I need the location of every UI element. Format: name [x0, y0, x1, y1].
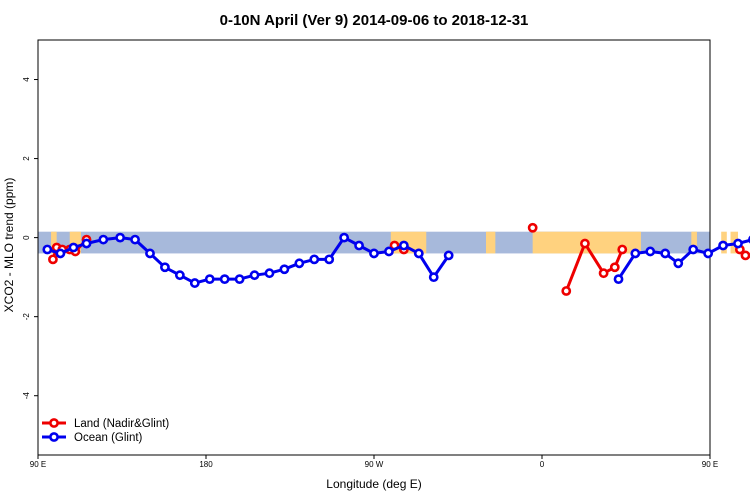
- ocean-series-point: [130, 234, 140, 245]
- y-tick-label: 0: [22, 235, 31, 240]
- y-tick-label: -4: [22, 392, 31, 400]
- ocean-series-point: [369, 248, 379, 259]
- ocean-series-point: [398, 240, 409, 251]
- ocean-series-point: [413, 248, 424, 259]
- legend-swatch-point: [49, 432, 59, 442]
- ocean-series-point: [294, 258, 305, 269]
- ocean-series-point: [428, 272, 439, 283]
- land-series-point: [561, 286, 572, 296]
- ocean-series-point: [703, 248, 714, 259]
- land-band-5: [691, 231, 697, 254]
- land-series-point: [617, 244, 628, 255]
- land-band-1: [69, 231, 81, 254]
- ocean-series-point: [234, 274, 245, 285]
- ocean-series-point: [249, 270, 260, 281]
- ocean-series-point: [645, 246, 656, 257]
- ocean-series-point: [733, 238, 743, 249]
- land-series-point: [598, 268, 609, 279]
- ocean-series-point: [68, 242, 79, 253]
- ocean-series-point: [324, 254, 335, 265]
- legend: Land (Nadir&Glint) Ocean (Glint): [42, 418, 169, 444]
- ocean-series-point: [189, 278, 200, 288]
- ocean-series-point: [81, 238, 92, 249]
- x-tick-label: 0: [540, 460, 545, 469]
- ocean-series-point: [264, 268, 275, 279]
- legend-entry-land: Land (Nadir&Glint): [74, 418, 169, 430]
- land-series-point: [609, 262, 620, 273]
- ocean-series-point: [718, 240, 728, 251]
- legend-entry-ocean: Ocean (Glint): [74, 432, 143, 444]
- ocean-series-point: [98, 234, 109, 245]
- ocean-series-point: [219, 274, 230, 285]
- x-tick-label: 90 W: [365, 460, 384, 469]
- ocean-series-point: [443, 250, 454, 261]
- ocean-series-point: [115, 232, 126, 243]
- ocean-series-point: [660, 248, 671, 259]
- land-series-point: [740, 250, 750, 261]
- ocean-series-point: [613, 274, 624, 285]
- ocean-series-point: [384, 246, 394, 257]
- x-tick-label: 90 E: [702, 460, 718, 469]
- x-tick-label: 180: [199, 460, 213, 469]
- ocean-series-point: [174, 270, 185, 281]
- ocean-series-point: [354, 240, 364, 251]
- y-tick-label: 4: [22, 77, 31, 82]
- ocean-series-point: [630, 248, 641, 259]
- y-tick-label: -2: [22, 313, 31, 321]
- ocean-series-point: [160, 262, 170, 273]
- ocean-series-point: [279, 264, 290, 275]
- ocean-series-point: [204, 274, 215, 285]
- ocean-series-point: [688, 244, 699, 255]
- plot-area: -4 -2 0 2 4 90 E 180 90 W 0 90 E: [22, 39, 750, 469]
- chart-title: 0-10N April (Ver 9) 2014-09-06 to 2018-1…: [220, 12, 529, 29]
- land-band-3: [486, 231, 496, 254]
- ocean-series-point: [673, 258, 684, 269]
- land-series-point: [527, 222, 538, 233]
- y-axis-label: XCO2 - MLO trend (ppm): [2, 178, 16, 313]
- land-series-point: [48, 254, 58, 265]
- x-axis-label: Longitude (deg E): [326, 477, 421, 491]
- ocean-series-point: [309, 254, 320, 265]
- y-tick-label: 2: [22, 156, 31, 161]
- ocean-series-point: [55, 248, 66, 259]
- land-band-0: [51, 231, 57, 254]
- ocean-series-point: [339, 232, 350, 243]
- ocean-series-line: [46, 236, 450, 285]
- land-series-point: [580, 238, 590, 249]
- ocean-series-point: [145, 248, 155, 259]
- ocean-series-point: [42, 244, 53, 255]
- legend-swatch-point: [49, 418, 59, 428]
- x-tick-label: 90 E: [30, 460, 46, 469]
